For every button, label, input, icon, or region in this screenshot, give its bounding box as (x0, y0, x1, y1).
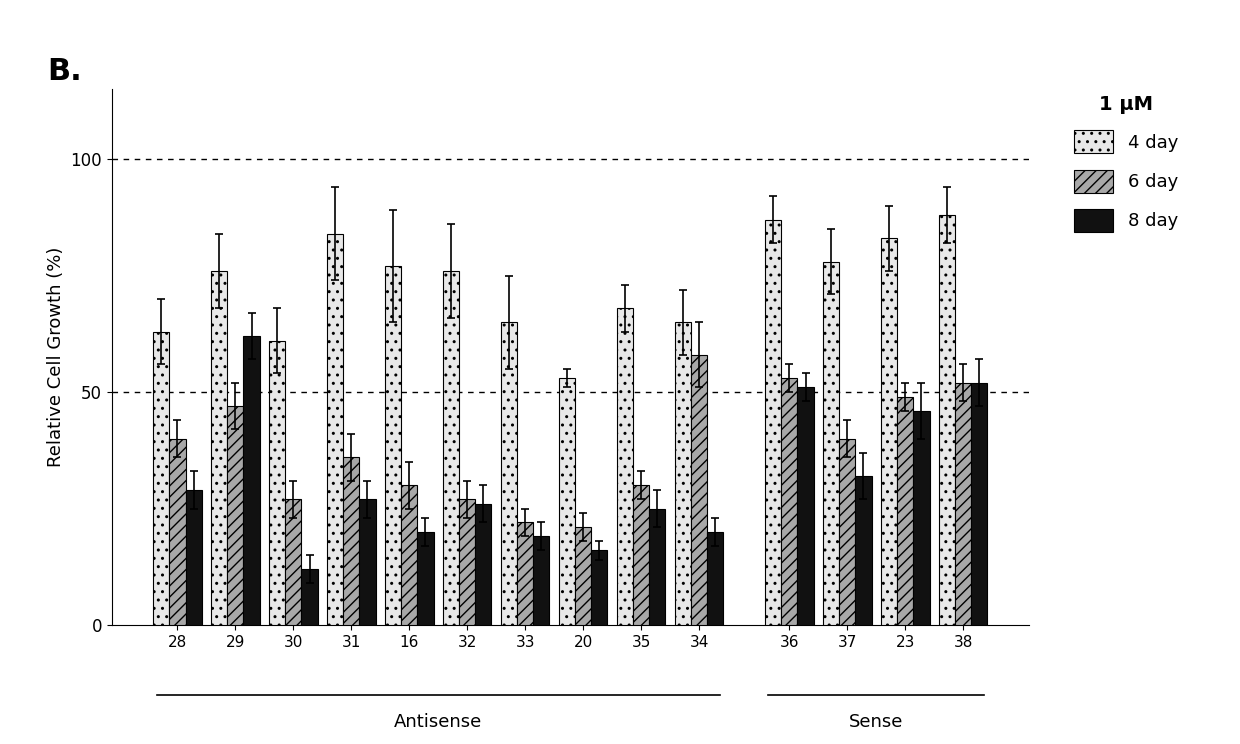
Bar (475, 504, 491, 625)
Bar (501, 322, 517, 625)
Bar (211, 271, 227, 625)
Bar (797, 388, 813, 625)
Bar (170, 439, 186, 625)
Bar (781, 378, 797, 625)
Bar (591, 551, 608, 625)
Bar (301, 569, 317, 625)
Bar (856, 476, 872, 625)
Bar (360, 499, 376, 625)
Bar (559, 378, 575, 625)
Bar (675, 322, 691, 625)
Bar (327, 234, 343, 625)
Bar (971, 382, 987, 625)
Bar (285, 499, 301, 625)
Bar (533, 536, 549, 625)
Text: Sense: Sense (849, 713, 904, 731)
Bar (243, 336, 259, 625)
Bar (823, 262, 839, 625)
Bar (882, 238, 898, 625)
Bar (898, 397, 914, 625)
Bar (343, 458, 360, 625)
Bar (386, 266, 402, 625)
Y-axis label: Relative Cell Growth (%): Relative Cell Growth (%) (47, 247, 64, 467)
Text: B.: B. (47, 57, 82, 86)
Legend: 4 day, 6 day, 8 day: 4 day, 6 day, 8 day (1066, 88, 1185, 240)
Bar (955, 382, 971, 625)
Bar (227, 406, 243, 625)
Bar (418, 532, 434, 625)
Bar (459, 499, 475, 625)
Bar (154, 332, 170, 625)
Bar (839, 439, 856, 625)
Bar (186, 490, 202, 625)
Text: Antisense: Antisense (394, 713, 482, 731)
Bar (650, 508, 666, 625)
Bar (618, 308, 634, 625)
Bar (691, 355, 707, 625)
Bar (765, 219, 781, 625)
Bar (575, 527, 591, 625)
Bar (939, 215, 955, 625)
Bar (634, 485, 650, 625)
Bar (269, 341, 285, 625)
Bar (402, 485, 418, 625)
Bar (443, 271, 459, 625)
Bar (707, 532, 723, 625)
Bar (517, 522, 533, 625)
Bar (914, 411, 930, 625)
